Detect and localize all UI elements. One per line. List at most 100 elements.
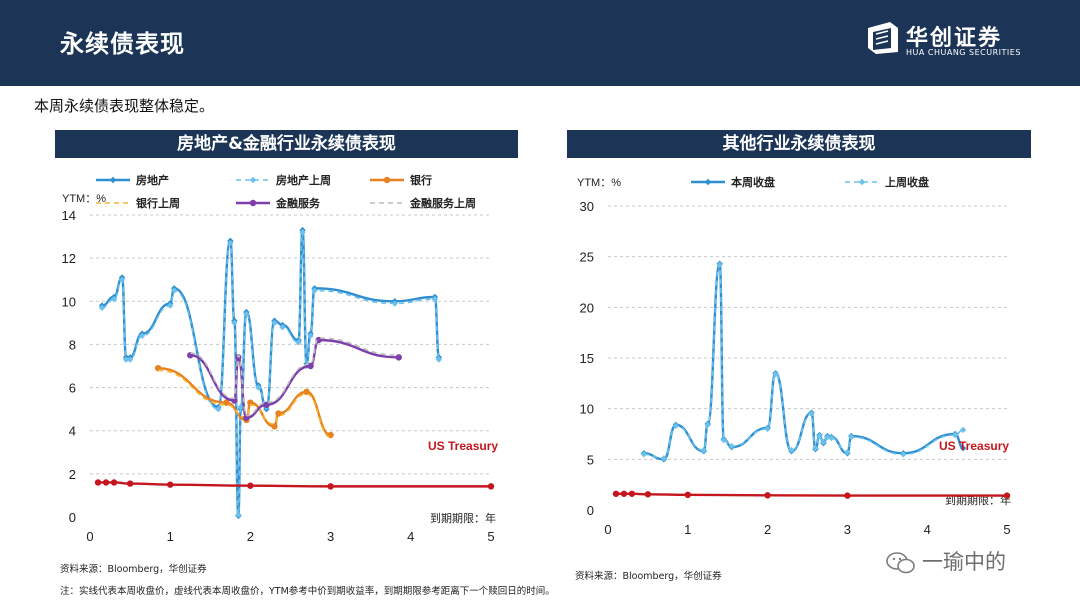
data-point-realestate_last bbox=[295, 339, 302, 346]
data-point-realestate_last bbox=[243, 311, 250, 318]
y-tick-label: 25 bbox=[580, 250, 594, 265]
data-point-treasury bbox=[327, 483, 334, 490]
data-point-realestate_last bbox=[271, 319, 278, 327]
data-point-treasury bbox=[487, 483, 495, 490]
data-point-last_week bbox=[640, 451, 648, 458]
footnote: 注：实线代表本周收盘价，虚线代表本周收盘价，YTM参考中价到期收益率，到期期限参… bbox=[60, 586, 555, 597]
legend-label-bank_last: 银行上周 bbox=[136, 196, 180, 210]
data-point-realestate_last bbox=[255, 384, 262, 391]
y-tick-label: 20 bbox=[580, 300, 594, 315]
data-point-last_week bbox=[900, 451, 907, 458]
company-logo: 华创证券 HUA CHUANG SECURITIES bbox=[864, 20, 1024, 64]
data-point-finance bbox=[235, 354, 242, 361]
data-point-treasury bbox=[247, 482, 254, 489]
x-tick-label: 2 bbox=[247, 529, 254, 544]
data-point-last_week bbox=[808, 410, 815, 417]
data-point-treasury bbox=[628, 490, 636, 497]
legend-marker-last_week bbox=[858, 178, 866, 186]
data-point-realestate_last bbox=[235, 511, 242, 519]
data-point-realestate_last bbox=[311, 287, 318, 294]
legend-label-finance_last: 金融服务上周 bbox=[409, 196, 476, 210]
data-point-bank bbox=[275, 410, 282, 417]
data-point-last_week bbox=[716, 261, 723, 268]
y-tick-label: 6 bbox=[69, 381, 76, 396]
data-point-realestate_last bbox=[122, 356, 130, 363]
right-source-note: 资料来源：Bloomberg，华创证券 bbox=[575, 571, 722, 582]
treasury-annotation: US Treasury bbox=[939, 439, 1009, 453]
y-tick-label: 12 bbox=[62, 251, 76, 266]
page-title: 永续债表现 bbox=[60, 30, 185, 58]
data-point-treasury bbox=[126, 480, 134, 487]
data-point-last_week bbox=[848, 433, 855, 441]
y-tick-label: 2 bbox=[69, 467, 76, 482]
data-point-bank bbox=[223, 399, 230, 406]
wechat-icon bbox=[886, 552, 915, 574]
x-tick-label: 5 bbox=[487, 529, 494, 544]
data-point-realestate_last bbox=[126, 356, 134, 363]
series-line-this_week bbox=[643, 262, 964, 461]
data-point-last_week bbox=[764, 425, 771, 433]
x-tick-label: 4 bbox=[407, 529, 414, 544]
x-tick-label: 3 bbox=[844, 522, 851, 537]
x-tick-label: 0 bbox=[86, 529, 93, 544]
legend-label-realestate: 房地产 bbox=[136, 173, 169, 187]
series-line-finance_last bbox=[190, 337, 399, 417]
data-point-realestate_last bbox=[279, 323, 286, 331]
data-point-realestate_last bbox=[237, 403, 244, 411]
data-point-realestate_last bbox=[98, 304, 106, 311]
y-tick-label: 30 bbox=[580, 199, 594, 214]
legend-marker-bank bbox=[383, 176, 391, 184]
y-tick-label: 14 bbox=[62, 208, 76, 223]
x-tick-label: 5 bbox=[1003, 522, 1010, 537]
data-point-treasury bbox=[844, 492, 851, 499]
left-panel-title: 房地产&金融行业永续债表现 bbox=[55, 130, 518, 158]
legend-marker-finance bbox=[249, 199, 257, 207]
series-line-bank_last bbox=[158, 369, 331, 438]
data-point-realestate_last bbox=[307, 332, 314, 339]
left-source-note: 资料来源：Bloomberg，华创证券 bbox=[60, 564, 207, 575]
data-point-last_week bbox=[959, 426, 967, 434]
cube-logo-icon bbox=[868, 22, 898, 54]
x-tick-label: 0 bbox=[604, 522, 611, 537]
y-tick-label: 0 bbox=[69, 510, 76, 525]
x-tick-label: 3 bbox=[327, 529, 334, 544]
data-point-treasury bbox=[1003, 492, 1011, 499]
data-point-realestate_last bbox=[227, 239, 234, 247]
y-axis-title: YTM：% bbox=[62, 193, 106, 205]
legend-label-last_week: 上周收盘 bbox=[885, 175, 929, 189]
data-point-last_week bbox=[704, 421, 711, 429]
watermark: 一瑜中的 bbox=[886, 546, 1006, 576]
y-tick-label: 15 bbox=[580, 351, 594, 366]
x-tick-label: 1 bbox=[167, 529, 174, 544]
legend-label-bank: 银行 bbox=[410, 173, 432, 187]
data-point-realestate_last bbox=[391, 300, 398, 307]
data-point-realestate_last bbox=[167, 302, 174, 309]
legend-label-realestate_last: 房地产上周 bbox=[276, 173, 331, 187]
series-line-realestate_last bbox=[101, 231, 440, 516]
data-point-last_week bbox=[844, 449, 851, 456]
data-point-treasury bbox=[612, 490, 620, 497]
data-point-treasury bbox=[620, 490, 628, 497]
logo-text-en: HUA CHUANG SECURITIES bbox=[906, 48, 1021, 57]
data-point-treasury bbox=[764, 492, 771, 499]
legend-marker-this_week bbox=[704, 178, 712, 186]
data-point-realestate_last bbox=[435, 356, 443, 363]
y-tick-label: 4 bbox=[69, 424, 76, 439]
x-tick-label: 1 bbox=[684, 522, 691, 537]
data-point-last_week bbox=[700, 447, 707, 454]
legend-label-finance: 金融服务 bbox=[275, 196, 321, 210]
right-panel-title: 其他行业永续债表现 bbox=[567, 130, 1031, 158]
data-point-last_week bbox=[951, 431, 959, 439]
data-point-finance bbox=[395, 354, 402, 361]
data-point-treasury bbox=[644, 491, 652, 498]
y-tick-label: 5 bbox=[587, 452, 594, 467]
x-tick-label: 2 bbox=[764, 522, 771, 537]
x-axis-title: 到期期限：年 bbox=[430, 511, 496, 525]
data-point-realestate_last bbox=[138, 332, 146, 339]
y-axis-title: YTM：% bbox=[577, 177, 621, 189]
logo-text-cn: 华创证券 bbox=[906, 26, 1003, 51]
y-tick-label: 8 bbox=[69, 337, 76, 352]
data-point-treasury bbox=[102, 479, 110, 486]
